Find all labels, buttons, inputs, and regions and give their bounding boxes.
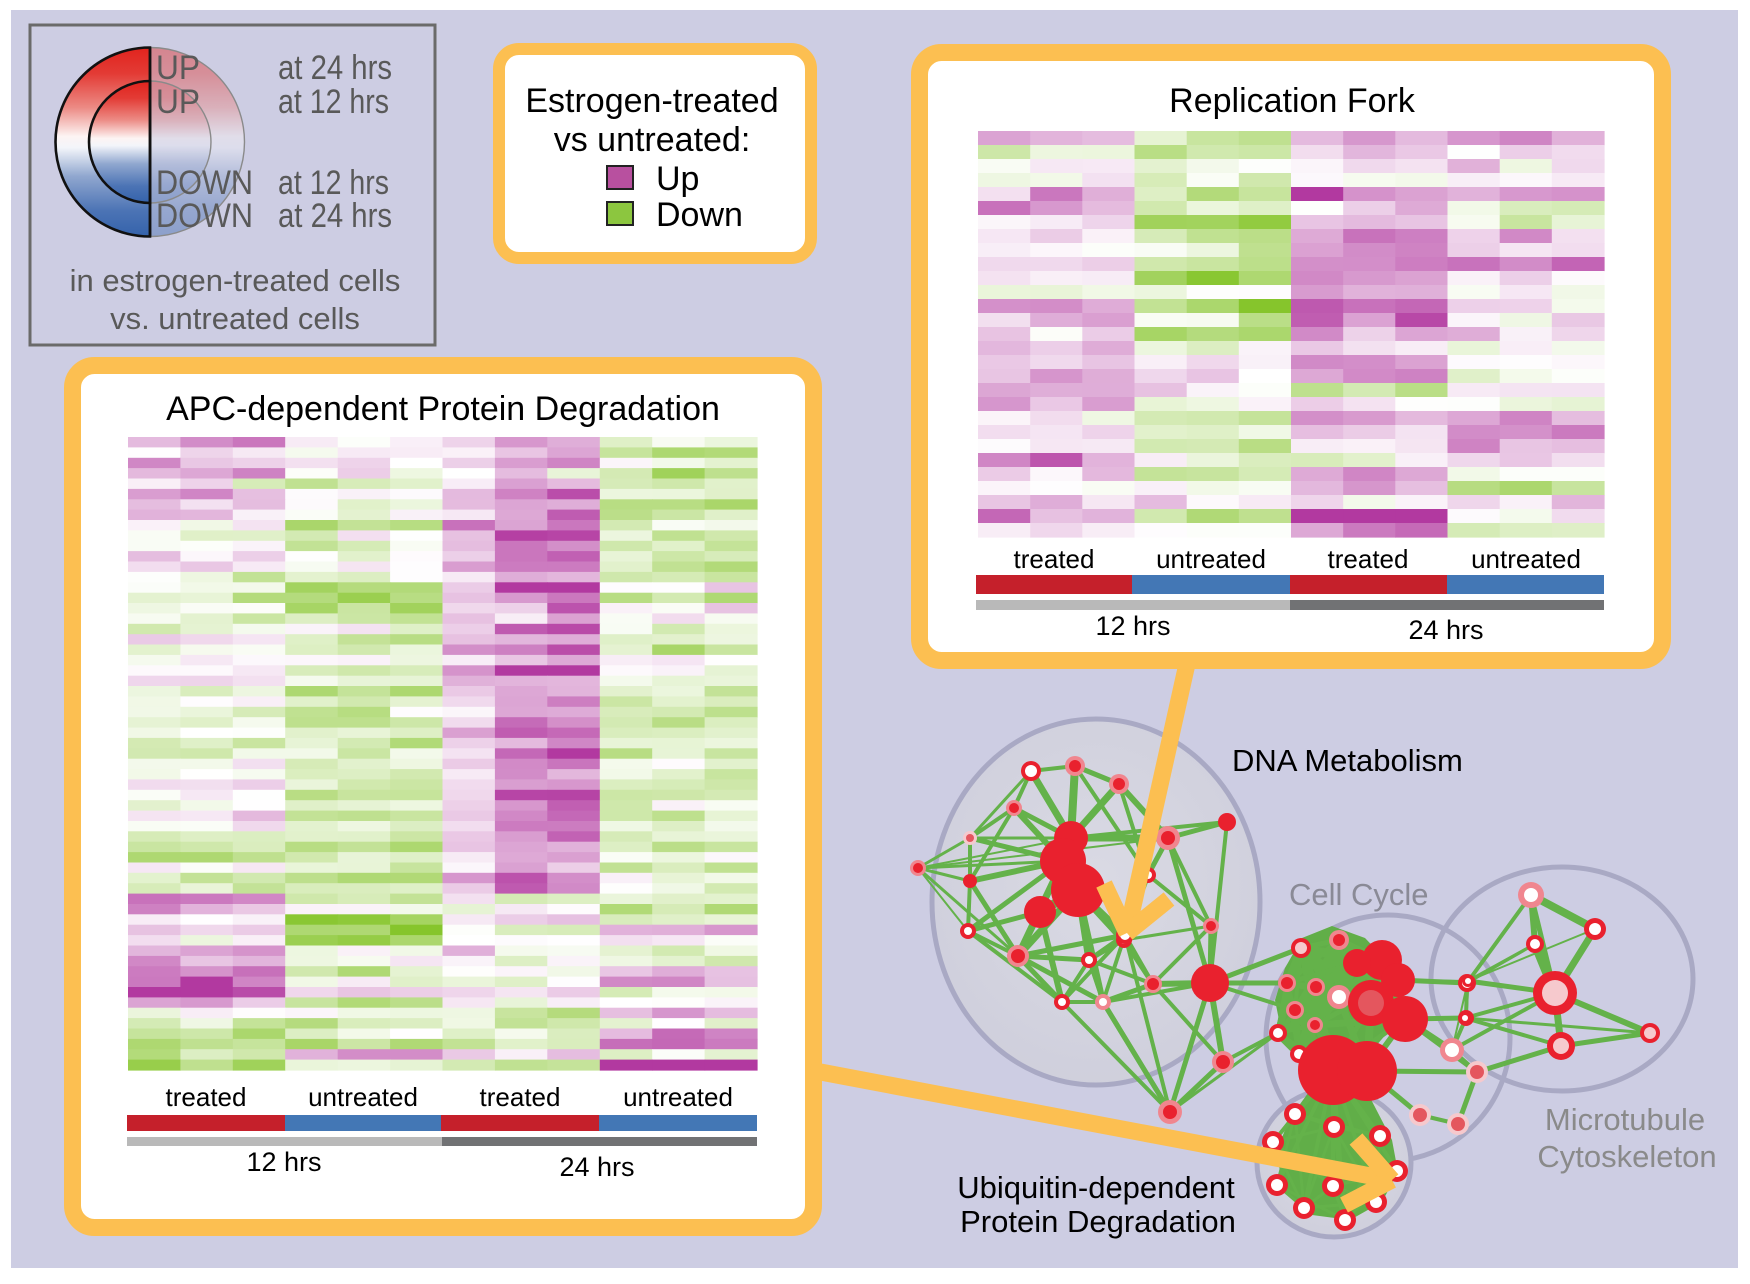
svg-text:vs. untreated cells: vs. untreated cells	[110, 301, 360, 336]
svg-text:24 hrs: 24 hrs	[1408, 615, 1483, 645]
svg-text:DNA Metabolism: DNA Metabolism	[1232, 743, 1463, 778]
svg-text:12 hrs: 12 hrs	[246, 1147, 321, 1177]
svg-text:Estrogen-treated: Estrogen-treated	[525, 82, 778, 120]
svg-text:at 12 hrs: at 12 hrs	[278, 164, 389, 202]
svg-text:untreated: untreated	[1156, 544, 1266, 574]
svg-text:24 hrs: 24 hrs	[559, 1152, 634, 1182]
svg-text:treated: treated	[480, 1082, 561, 1112]
svg-text:treated: treated	[166, 1082, 247, 1112]
svg-text:Microtubule: Microtubule	[1545, 1102, 1705, 1137]
svg-text:Protein Degradation: Protein Degradation	[960, 1204, 1236, 1239]
svg-text:UP: UP	[156, 83, 200, 121]
svg-text:Cell Cycle: Cell Cycle	[1289, 877, 1429, 912]
svg-text:treated: treated	[1328, 544, 1409, 574]
svg-text:untreated: untreated	[623, 1082, 733, 1112]
svg-text:Up: Up	[656, 160, 699, 198]
svg-text:DOWN: DOWN	[156, 197, 253, 235]
svg-text:Replication Fork: Replication Fork	[1169, 82, 1416, 120]
svg-text:12 hrs: 12 hrs	[1095, 611, 1170, 641]
svg-text:at 12 hrs: at 12 hrs	[278, 83, 389, 121]
svg-text:treated: treated	[1014, 544, 1095, 574]
svg-text:at 24 hrs: at 24 hrs	[278, 49, 392, 87]
svg-text:UP: UP	[156, 49, 200, 87]
svg-text:untreated: untreated	[308, 1082, 418, 1112]
svg-text:DOWN: DOWN	[156, 164, 253, 202]
svg-text:vs untreated:: vs untreated:	[554, 121, 751, 159]
svg-text:untreated: untreated	[1471, 544, 1581, 574]
svg-text:Cytoskeleton: Cytoskeleton	[1537, 1139, 1716, 1174]
svg-text:Down: Down	[656, 196, 743, 234]
svg-text:Ubiquitin-dependent: Ubiquitin-dependent	[957, 1170, 1235, 1205]
svg-text:at 24 hrs: at 24 hrs	[278, 197, 392, 235]
svg-text:APC-dependent Protein Degradat: APC-dependent Protein Degradation	[166, 390, 720, 428]
svg-text:in estrogen-treated cells: in estrogen-treated cells	[70, 263, 401, 298]
